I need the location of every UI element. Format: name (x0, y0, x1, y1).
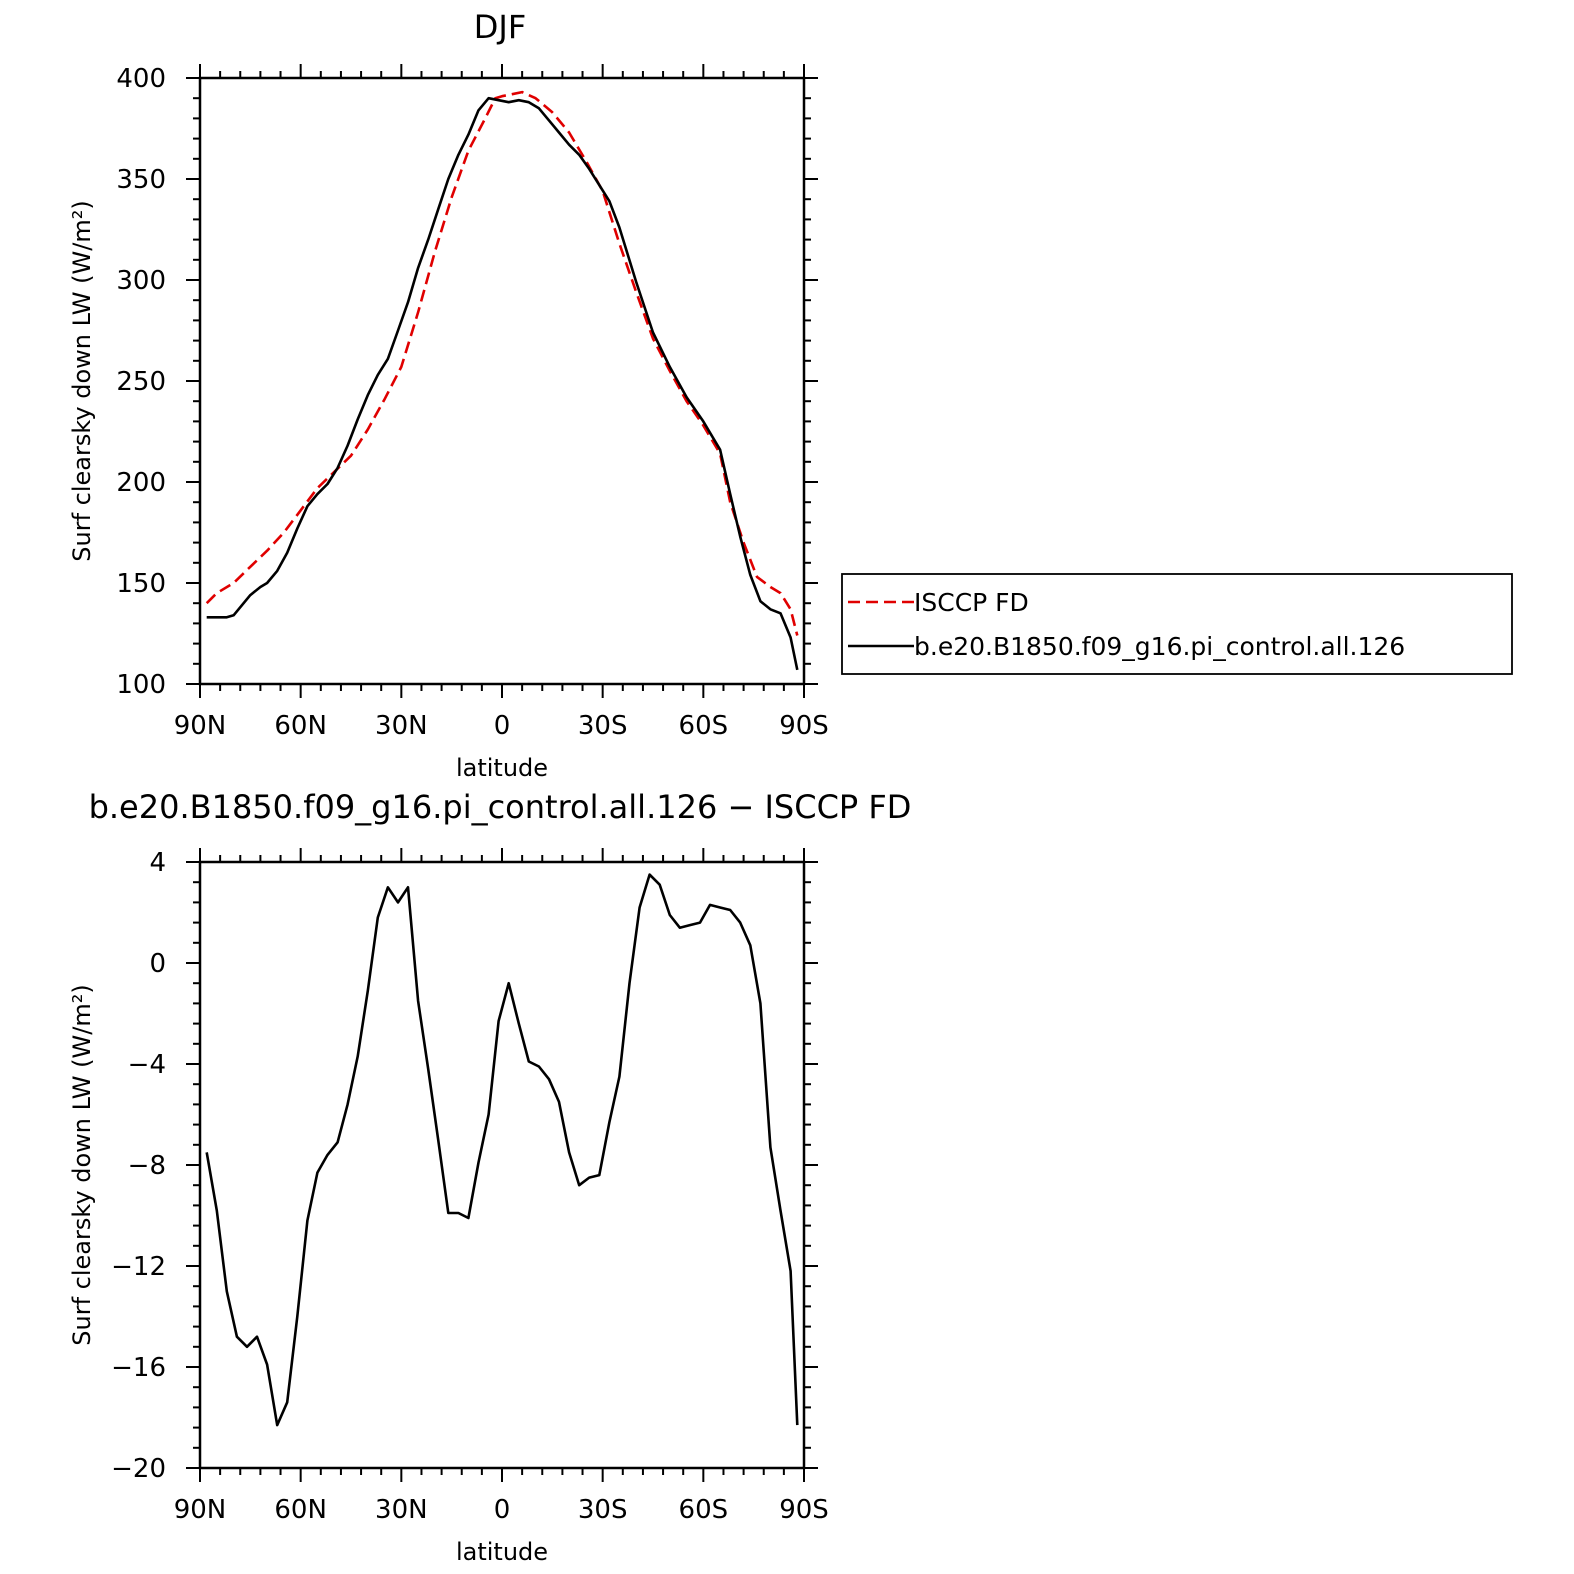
top-tick-labels: 90N 60N 30N 0 30S 60S 90S 100 150 200 250 300 350 400 (116, 64, 828, 741)
x-tick-label: 60N (274, 1495, 327, 1525)
y-tick-label: 4 (149, 848, 166, 878)
x-tick-label: 30S (578, 711, 628, 741)
y-tick-label: 0 (149, 949, 166, 979)
top-chart-title: DJF (474, 8, 526, 46)
bottom-series-lines (205, 873, 799, 1427)
top-series-lines (205, 90, 799, 671)
bottom-x-axis-label: latitude (456, 1538, 548, 1566)
series-line-isccp (205, 90, 799, 636)
x-tick-label: 30S (578, 1495, 628, 1525)
x-tick-label: 0 (494, 1495, 511, 1525)
bottom-tick-marks (186, 848, 818, 1482)
bottom-panel: b.e20.B1850.f09_g16.pi_control.all.126 −… (68, 788, 911, 1566)
x-tick-label: 60N (274, 711, 327, 741)
y-tick-label: 150 (116, 569, 166, 599)
x-tick-label: 30N (375, 711, 428, 741)
x-tick-label: 90N (174, 1495, 227, 1525)
series-line-model (205, 873, 799, 1427)
top-plot-frame (198, 76, 806, 686)
x-tick-label: 30N (375, 1495, 428, 1525)
y-tick-label: −16 (111, 1353, 166, 1383)
x-tick-label: 90S (779, 1495, 829, 1525)
top-panel: DJF 90N 60N 30N 0 30S 60S 90S 100 150 200 250 300 35… (68, 8, 829, 782)
y-tick-label: −4 (128, 1050, 166, 1080)
y-tick-label: 250 (116, 367, 166, 397)
y-tick-label: 200 (116, 468, 166, 498)
top-tick-marks (186, 64, 818, 698)
bottom-tick-labels: 90N 60N 30N 0 30S 60S 90S −20 −16 −12 −8 −4 0 4 (111, 848, 829, 1525)
top-x-axis-label: latitude (456, 754, 548, 782)
x-tick-label: 90S (779, 711, 829, 741)
x-tick-label: 0 (494, 711, 511, 741)
y-tick-label: 400 (116, 64, 166, 94)
y-tick-label: 350 (116, 165, 166, 195)
legend-label-model: b.e20.B1850.f09_g16.pi_control.all.126 (914, 632, 1405, 661)
top-y-axis-label: Surf clearsky down LW (W/m²) (68, 200, 96, 561)
y-tick-label: 300 (116, 266, 166, 296)
series-line-model (206, 96, 799, 671)
x-tick-label: 60S (679, 711, 729, 741)
y-tick-label: −8 (128, 1151, 166, 1181)
x-tick-label: 60S (679, 1495, 729, 1525)
bottom-y-axis-label: Surf clearsky down LW (W/m²) (68, 984, 96, 1345)
y-tick-label: −20 (111, 1454, 166, 1484)
legend-box (841, 573, 1513, 675)
legend: ISCCP FD b.e20.B1850.f09_g16.pi_control.… (841, 573, 1513, 675)
x-tick-label: 90N (174, 711, 227, 741)
y-tick-label: −12 (111, 1252, 166, 1282)
y-tick-label: 100 (116, 670, 166, 700)
legend-label-isccp: ISCCP FD (914, 588, 1029, 617)
bottom-chart-title: b.e20.B1850.f09_g16.pi_control.all.126 −… (89, 788, 912, 826)
